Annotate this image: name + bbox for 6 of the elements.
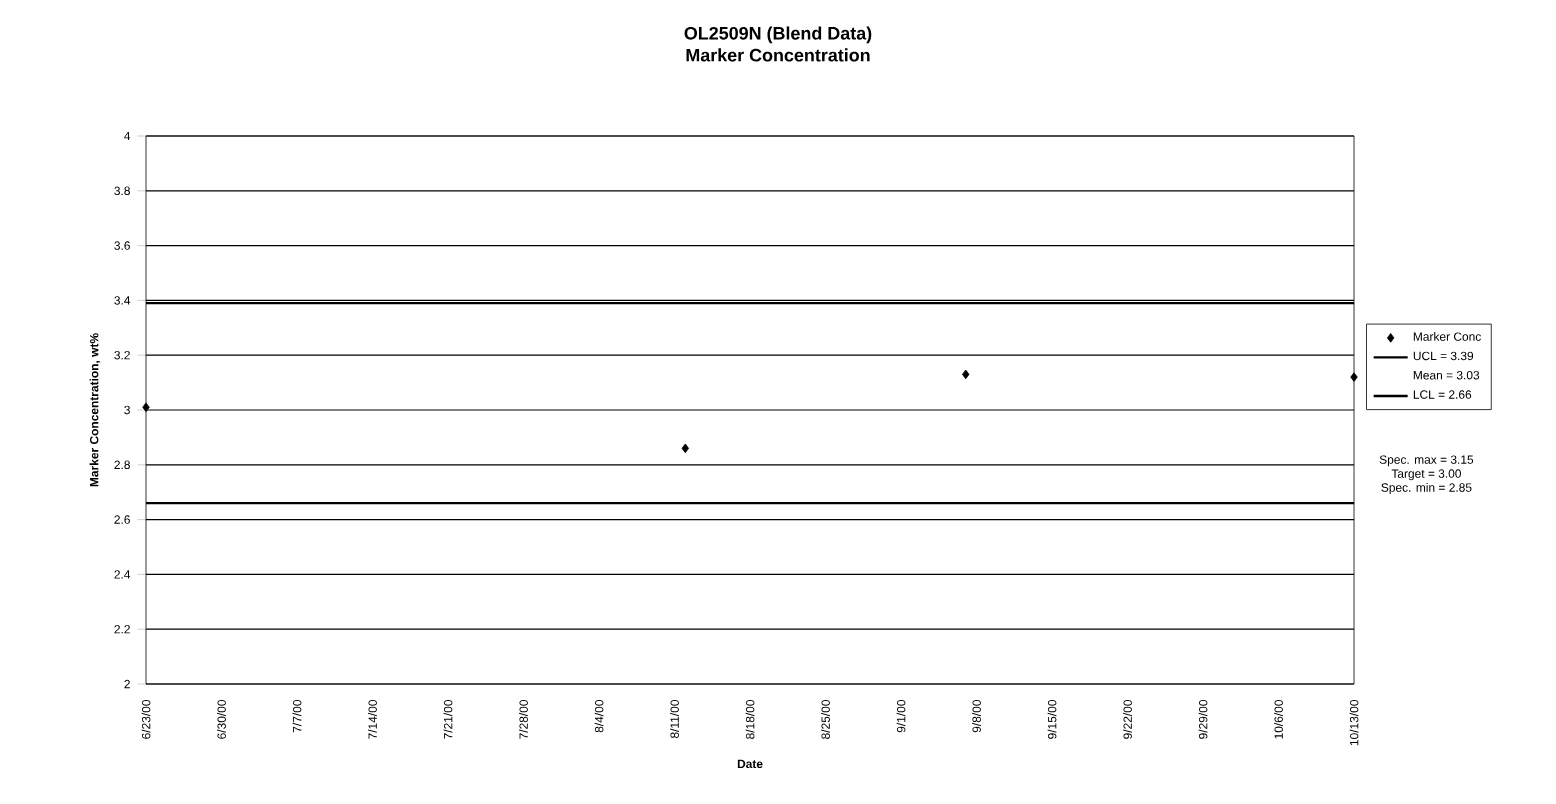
point [142, 402, 150, 413]
point [962, 369, 970, 380]
chart-title: OL2509N (Blend Data) [684, 26, 872, 44]
point [1350, 372, 1358, 382]
chart-subtitle: Marker Concentration [686, 48, 870, 62]
point [681, 443, 689, 454]
